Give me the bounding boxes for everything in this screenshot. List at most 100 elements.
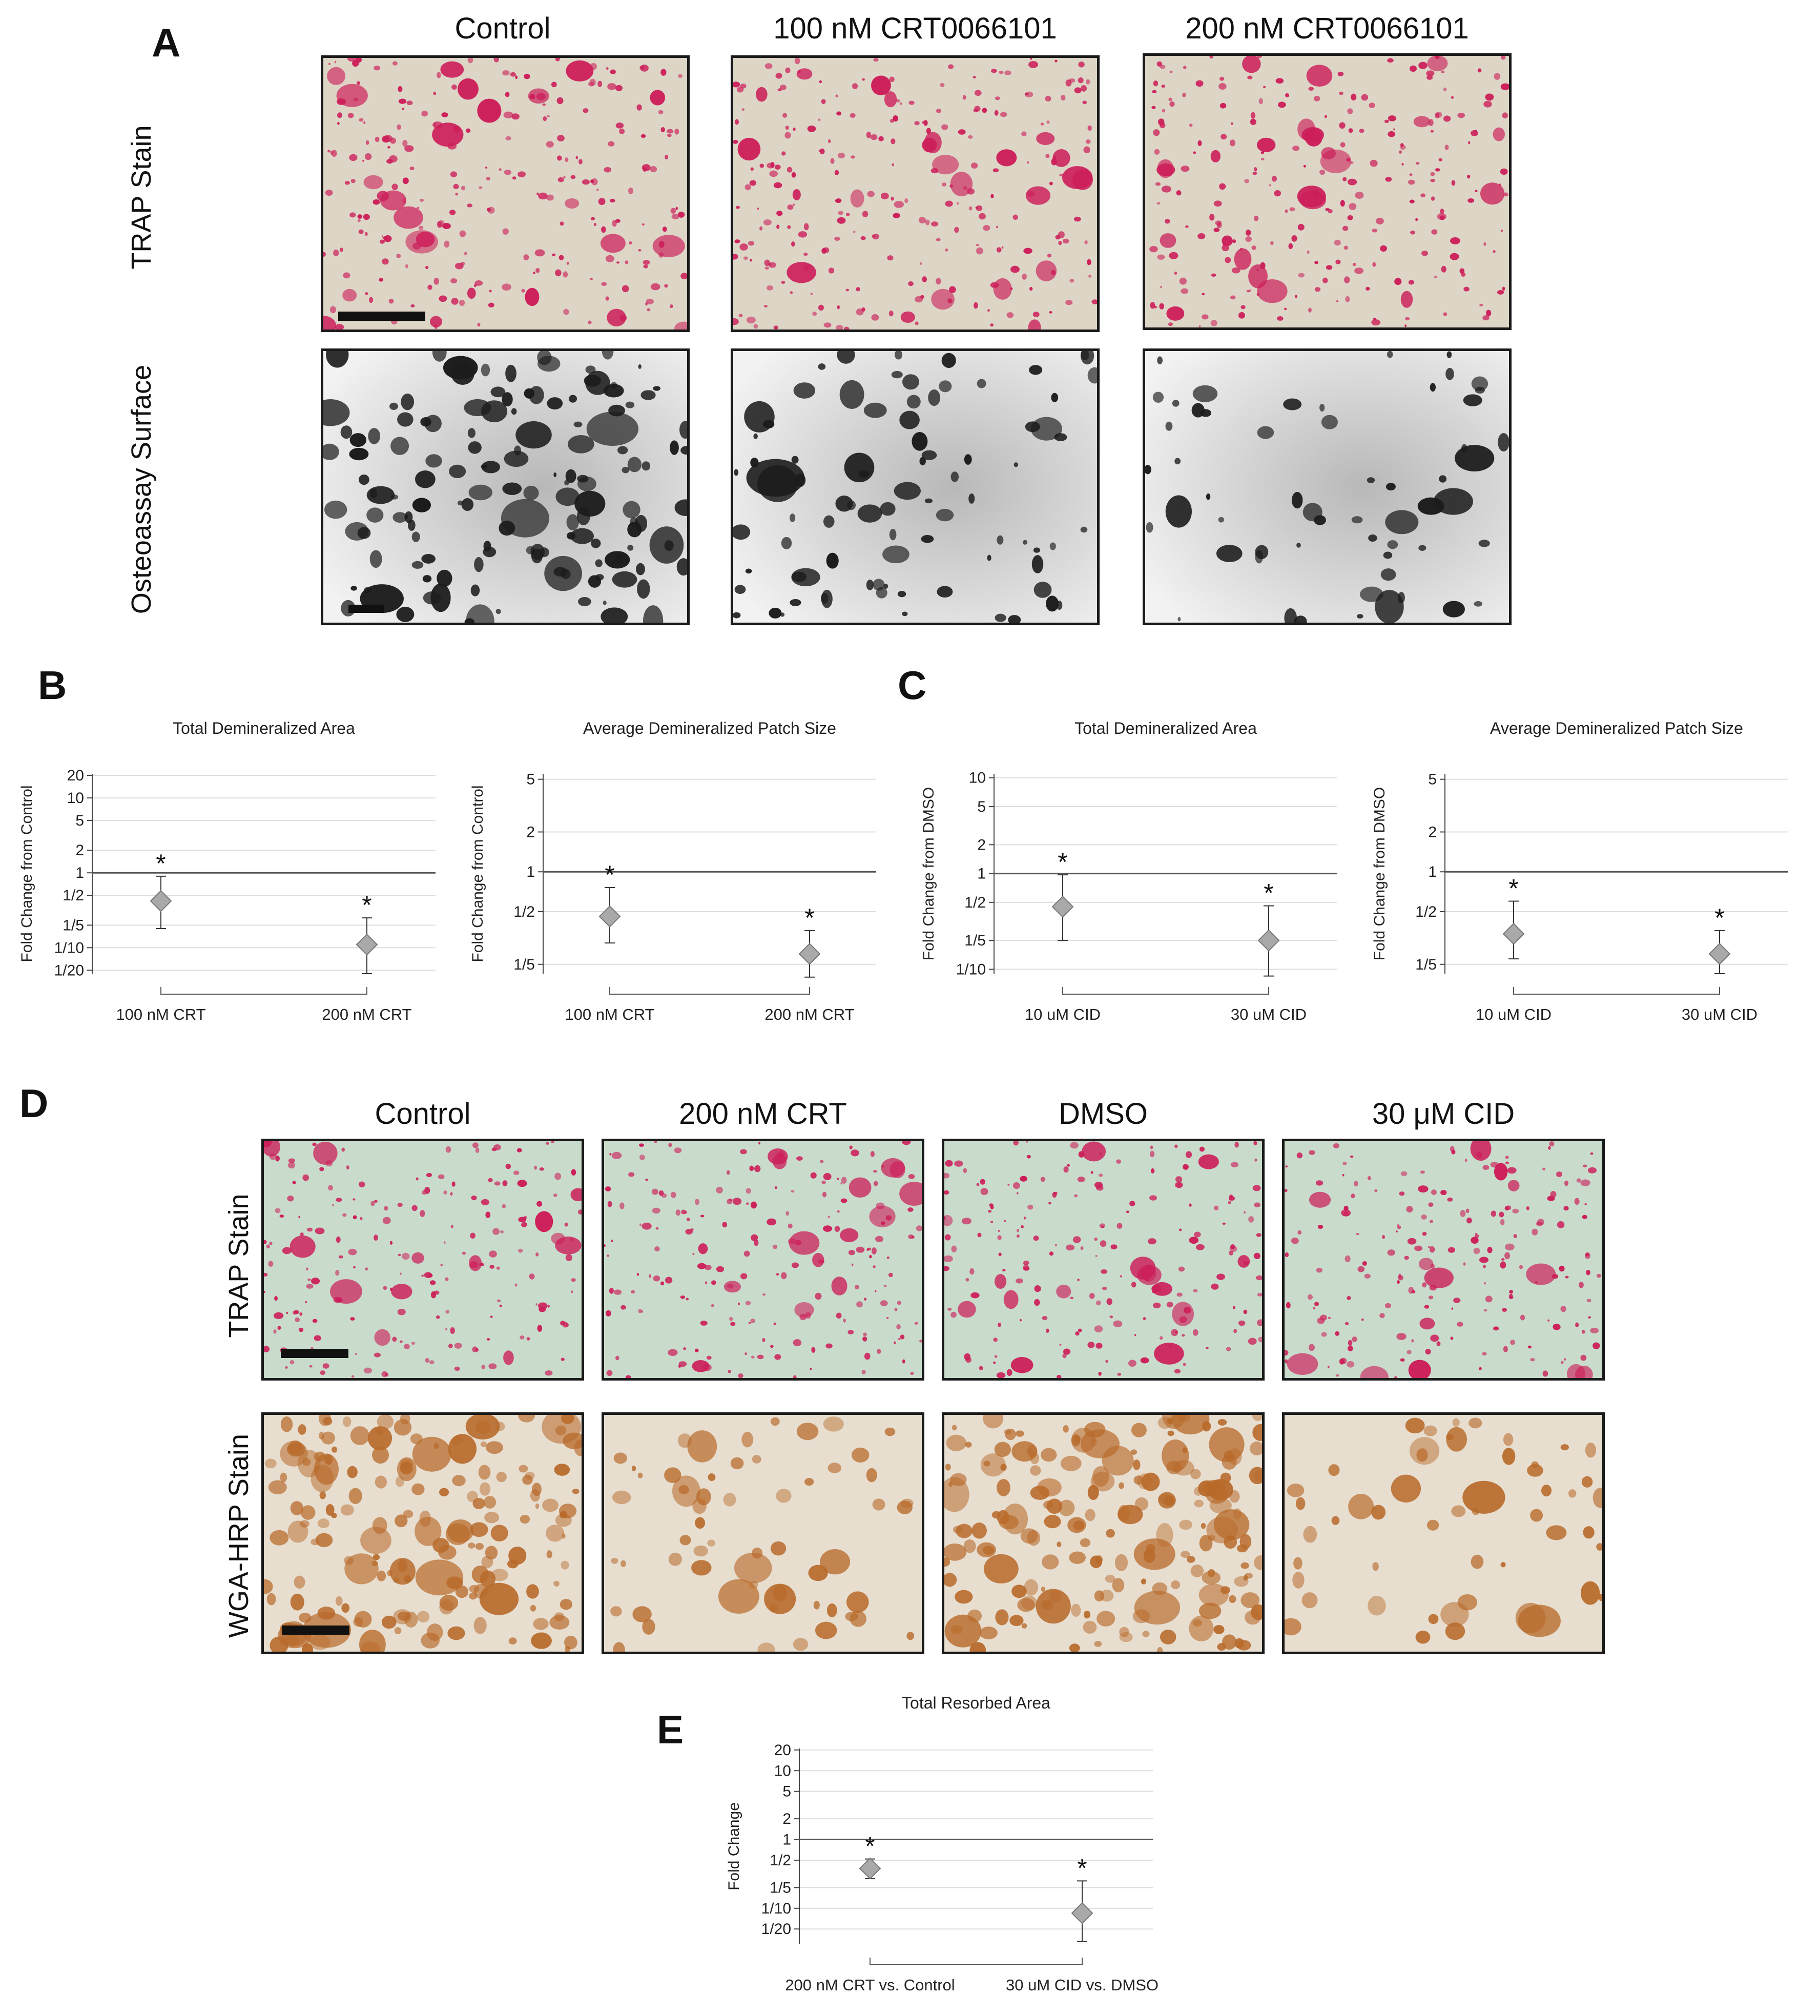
micrograph-d-trap-dmso [942, 1139, 1265, 1381]
significance-marker: * [362, 891, 371, 919]
y-tick-label: 1 [1428, 863, 1437, 880]
chart-b-total-demineralized-area: Total Demineralized Area Fold Change from… [0, 707, 461, 1045]
x-tick-label: 10 uM CID [1476, 1005, 1552, 1023]
y-tick-label: 1 [782, 1832, 791, 1848]
scale-bar [282, 1626, 349, 1635]
x-tick-label: 100 nM CRT [565, 1005, 654, 1023]
significance-marker: * [1714, 903, 1724, 932]
column-title-control: Control [454, 12, 551, 45]
column-title-200nm-crt: 200 nM CRT [679, 1097, 847, 1130]
chart-title: Total Demineralized Area [1074, 719, 1257, 737]
y-axis-label: Fold Change from Control [18, 785, 35, 962]
row-label-wga-hrp-stain: WGA-HRP Stain [223, 1433, 254, 1638]
y-tick-label: 10 [67, 790, 84, 807]
chart-c-average-patch-size: Average Demineralized Patch Size Fold Cha… [1353, 707, 1814, 1045]
y-axis-label: Fold Change from DMSO [1371, 787, 1388, 960]
y-tick-label: 2 [526, 824, 535, 840]
column-title-100nm-crt: 100 nM CRT0066101 [773, 12, 1057, 45]
significance-marker: * [1077, 1854, 1087, 1882]
y-axis-label: Fold Change from DMSO [920, 787, 937, 960]
y-tick-label: 2 [977, 836, 986, 853]
column-title-dmso: DMSO [1059, 1097, 1148, 1130]
significance-marker: * [1508, 874, 1518, 903]
chart-svg: Total Demineralized Area Fold Change from… [18, 719, 436, 1023]
data-point [150, 890, 172, 912]
micrograph-d-wga-200nm-crt [602, 1412, 924, 1654]
micrograph-d-wga-control [261, 1412, 584, 1654]
y-tick-label: 20 [774, 1742, 791, 1759]
y-axis-label: Fold Change [726, 1802, 742, 1890]
chart-c-total-demineralized-area: Total Demineralized Area Fold Change from… [902, 707, 1363, 1045]
significance-marker: * [156, 849, 166, 878]
micrograph-a-osteo-control [321, 348, 690, 625]
micrograph-d-wga-dmso [942, 1412, 1265, 1654]
y-tick-label: 1/20 [54, 962, 84, 979]
chart-svg: Total Resorbed Area Fold Change 20 10 5 2 1 1/2… [726, 1694, 1159, 1994]
y-tick-label: 1 [526, 863, 535, 880]
micrograph-d-trap-30um-cid [1282, 1139, 1605, 1381]
data-point [1257, 929, 1280, 952]
significance-marker: * [865, 1832, 875, 1861]
y-tick-label: 2 [782, 1811, 791, 1827]
micrograph-a-osteo-100nm [731, 348, 1100, 625]
significance-marker: * [1058, 848, 1067, 876]
y-tick-label: 1 [977, 866, 986, 882]
chart-title: Total Resorbed Area [902, 1694, 1050, 1712]
chart-svg: Average Demineralized Patch Size Fold Cha… [469, 719, 876, 1023]
chart-title: Total Demineralized Area [173, 719, 355, 737]
x-tick-label: 30 uM CID [1682, 1005, 1757, 1023]
scale-bar [281, 1349, 348, 1358]
micrograph-a-trap-200nm [1143, 53, 1512, 330]
y-tick-label: 1/2 [513, 903, 535, 920]
y-tick-label: 1/5 [770, 1879, 791, 1896]
data-point [1708, 942, 1731, 965]
chart-svg: Average Demineralized Patch Size Fold Cha… [1371, 719, 1788, 1023]
y-tick-label: 5 [526, 771, 535, 788]
chart-b-average-patch-size: Average Demineralized Patch Size Fold Cha… [451, 707, 902, 1045]
data-point [1051, 895, 1074, 918]
y-tick-label: 1/5 [513, 956, 535, 973]
scale-bar [338, 312, 425, 321]
y-tick-label: 1/10 [761, 1900, 791, 1917]
y-tick-label: 1/2 [770, 1852, 791, 1869]
y-tick-label: 5 [75, 812, 84, 829]
micrograph-a-trap-100nm [731, 55, 1100, 332]
micrograph-d-wga-30um-cid [1282, 1412, 1605, 1654]
data-point [1502, 922, 1525, 945]
y-tick-label: 1/2 [1415, 903, 1437, 920]
y-tick-label: 1/10 [54, 939, 84, 956]
category-bracket [609, 987, 810, 995]
data-point [598, 905, 621, 928]
column-title-200nm-crt: 200 nM CRT0066101 [1185, 12, 1469, 45]
x-tick-label: 30 uM CID [1231, 1005, 1307, 1023]
y-tick-label: 5 [1428, 771, 1437, 788]
y-tick-label: 1/5 [63, 917, 84, 934]
row-label-osteoassay-surface: Osteoassay Surface [126, 364, 157, 614]
x-tick-label: 200 nM CRT [764, 1005, 854, 1023]
data-point [798, 942, 821, 965]
chart-e-total-resorbed-area: Total Resorbed Area Fold Change 20 10 5 2 1 1/2… [707, 1682, 1178, 2016]
category-bracket [1513, 987, 1720, 995]
data-point [1071, 1902, 1093, 1924]
panel-letter-e: E [657, 1707, 684, 1752]
x-tick-label: 10 uM CID [1025, 1005, 1101, 1023]
y-tick-label: 1 [75, 865, 84, 881]
y-tick-label: 1/5 [964, 932, 986, 949]
chart-svg: Total Demineralized Area Fold Change from… [920, 719, 1337, 1023]
panel-letter-b: B [38, 663, 67, 708]
micrograph-d-trap-control [261, 1139, 584, 1381]
y-tick-label: 5 [782, 1783, 791, 1800]
y-tick-label: 10 [969, 770, 986, 787]
x-tick-label: 200 nM CRT vs. Control [785, 1976, 955, 1994]
panel-letter-c: C [898, 663, 927, 708]
y-tick-label: 10 [774, 1762, 791, 1779]
data-point [356, 933, 378, 956]
x-tick-label: 30 uM CID vs. DMSO [1006, 1976, 1159, 1994]
category-bracket [1062, 987, 1269, 995]
micrograph-d-trap-200nm-crt [602, 1139, 924, 1381]
x-tick-label: 100 nM CRT [116, 1005, 205, 1023]
chart-title: Average Demineralized Patch Size [1490, 719, 1743, 737]
significance-marker: * [804, 903, 814, 932]
scale-bar [348, 605, 384, 613]
y-tick-label: 1/10 [956, 961, 986, 978]
